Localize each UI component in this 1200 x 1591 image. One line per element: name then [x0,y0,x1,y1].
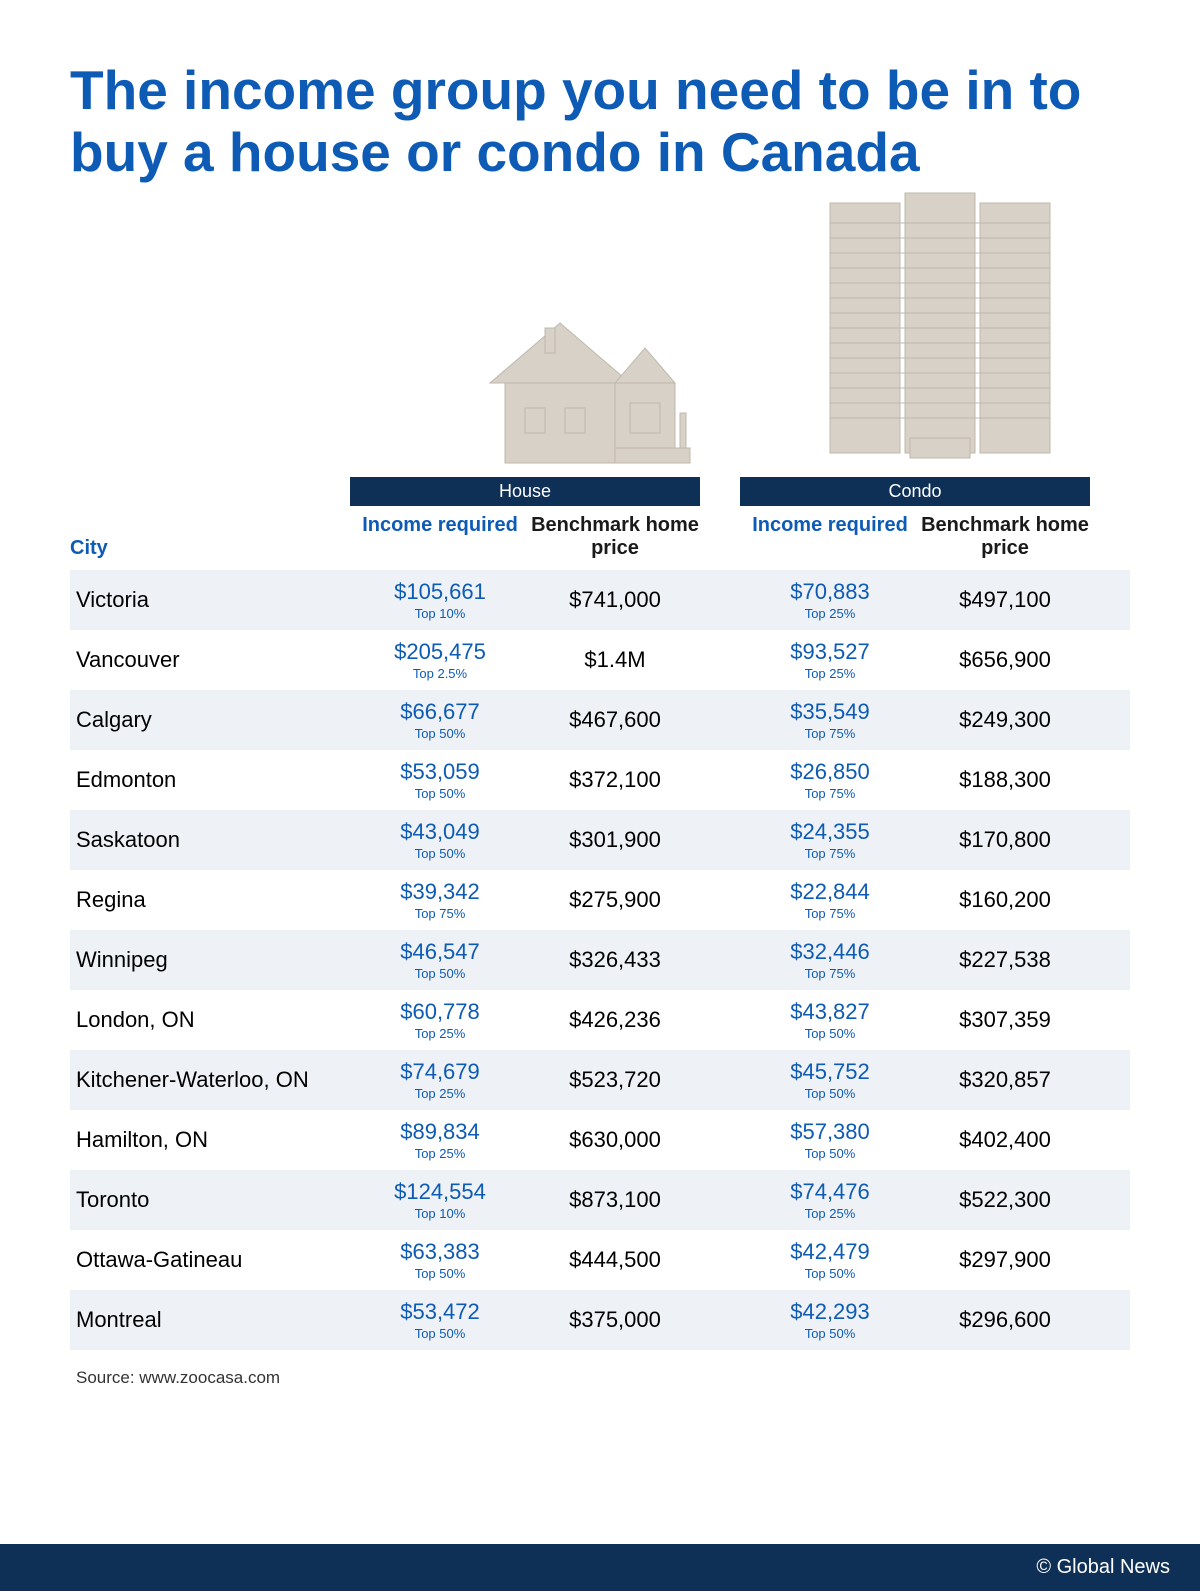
city-cell: Winnipeg [70,947,350,973]
table-row: Hamilton, ON$89,834Top 25%$630,000 $57,38… [70,1110,1130,1170]
city-cell: Toronto [70,1187,350,1213]
condo-income-cell: $22,844Top 75% [740,879,920,921]
city-cell: Hamilton, ON [70,1127,350,1153]
table-row: Regina$39,342Top 75%$275,900 $22,844Top 7… [70,870,1130,930]
house-benchmark-cell: $426,236 [530,1007,700,1033]
condo-income-cell: $26,850Top 75% [740,759,920,801]
condo-icon [810,183,1070,473]
condo-benchmark-cell: $160,200 [920,887,1090,913]
city-cell: London, ON [70,1007,350,1033]
condo-income-cell: $32,446Top 75% [740,939,920,981]
table-row: Saskatoon$43,049Top 50%$301,900 $24,355To… [70,810,1130,870]
house-benchmark-cell: $741,000 [530,587,700,613]
house-income-cell: $105,661Top 10% [350,579,530,621]
condo-benchmark-cell: $296,600 [920,1307,1090,1333]
house-income-cell: $46,547Top 50% [350,939,530,981]
condo-income-cell: $24,355Top 75% [740,819,920,861]
condo-benchmark-header: Benchmark home price [920,514,1090,560]
page-title: The income group you need to be in to bu… [70,60,1130,183]
condo-income-cell: $43,827Top 50% [740,999,920,1041]
table-row: Victoria$105,661Top 10%$741,000 $70,883To… [70,570,1130,630]
condo-benchmark-cell: $522,300 [920,1187,1090,1213]
table-row: Montreal$53,472Top 50%$375,000 $42,293Top… [70,1290,1130,1350]
house-income-header: Income required [350,514,530,560]
column-headers: City Income required Benchmark home pric… [70,506,1130,570]
condo-income-cell: $35,549Top 75% [740,699,920,741]
house-column-group: House [350,477,700,506]
house-income-cell: $60,778Top 25% [350,999,530,1041]
table-row: Winnipeg$46,547Top 50%$326,433 $32,446Top… [70,930,1130,990]
house-benchmark-cell: $301,900 [530,827,700,853]
condo-benchmark-cell: $249,300 [920,707,1090,733]
city-cell: Calgary [70,707,350,733]
house-income-cell: $43,049Top 50% [350,819,530,861]
condo-income-cell: $45,752Top 50% [740,1059,920,1101]
city-cell: Edmonton [70,767,350,793]
house-income-cell: $89,834Top 25% [350,1119,530,1161]
table-row: Calgary$66,677Top 50%$467,600 $35,549Top … [70,690,1130,750]
condo-benchmark-cell: $297,900 [920,1247,1090,1273]
condo-income-cell: $57,380Top 50% [740,1119,920,1161]
condo-benchmark-cell: $402,400 [920,1127,1090,1153]
city-cell: Regina [70,887,350,913]
house-income-cell: $124,554Top 10% [350,1179,530,1221]
footer-credit: © Global News [0,1544,1200,1591]
condo-income-cell: $42,293Top 50% [740,1299,920,1341]
house-income-cell: $39,342Top 75% [350,879,530,921]
house-income-cell: $53,059Top 50% [350,759,530,801]
city-cell: Victoria [70,587,350,613]
house-income-cell: $205,475Top 2.5% [350,639,530,681]
house-income-cell: $63,383Top 50% [350,1239,530,1281]
house-benchmark-header: Benchmark home price [530,514,700,560]
condo-benchmark-cell: $227,538 [920,947,1090,973]
house-benchmark-cell: $375,000 [530,1307,700,1333]
house-benchmark-cell: $372,100 [530,767,700,793]
house-icon [450,293,710,473]
table-row: Vancouver$205,475Top 2.5%$1.4M $93,527Top… [70,630,1130,690]
condo-benchmark-cell: $170,800 [920,827,1090,853]
house-benchmark-cell: $467,600 [530,707,700,733]
house-income-cell: $74,679Top 25% [350,1059,530,1101]
condo-benchmark-cell: $320,857 [920,1067,1090,1093]
city-cell: Kitchener-Waterloo, ON [70,1067,350,1093]
source-note: Source: www.zoocasa.com [70,1368,1130,1388]
table-row: Edmonton$53,059Top 50%$372,100 $26,850Top… [70,750,1130,810]
condo-benchmark-cell: $656,900 [920,647,1090,673]
condo-column-group: Condo [740,477,1090,506]
city-cell: Montreal [70,1307,350,1333]
city-cell: Ottawa-Gatineau [70,1247,350,1273]
data-table: House Condo City Income required Benchma… [70,477,1130,1350]
house-benchmark-cell: $326,433 [530,947,700,973]
house-benchmark-cell: $630,000 [530,1127,700,1153]
city-cell: Saskatoon [70,827,350,853]
house-benchmark-cell: $444,500 [530,1247,700,1273]
condo-income-cell: $42,479Top 50% [740,1239,920,1281]
table-row: London, ON$60,778Top 25%$426,236 $43,827T… [70,990,1130,1050]
house-benchmark-cell: $275,900 [530,887,700,913]
house-benchmark-cell: $523,720 [530,1067,700,1093]
table-row: Kitchener-Waterloo, ON$74,679Top 25%$523… [70,1050,1130,1110]
condo-income-cell: $93,527Top 25% [740,639,920,681]
illustration-row [70,223,1130,473]
condo-benchmark-cell: $188,300 [920,767,1090,793]
condo-income-cell: $74,476Top 25% [740,1179,920,1221]
condo-benchmark-cell: $497,100 [920,587,1090,613]
house-benchmark-cell: $873,100 [530,1187,700,1213]
house-income-cell: $66,677Top 50% [350,699,530,741]
condo-income-cell: $70,883Top 25% [740,579,920,621]
condo-benchmark-cell: $307,359 [920,1007,1090,1033]
table-row: Toronto$124,554Top 10%$873,100 $74,476Top… [70,1170,1130,1230]
city-header: City [70,537,350,560]
table-row: Ottawa-Gatineau$63,383Top 50%$444,500 $42… [70,1230,1130,1290]
house-benchmark-cell: $1.4M [530,647,700,673]
city-cell: Vancouver [70,647,350,673]
condo-income-header: Income required [740,514,920,560]
house-income-cell: $53,472Top 50% [350,1299,530,1341]
